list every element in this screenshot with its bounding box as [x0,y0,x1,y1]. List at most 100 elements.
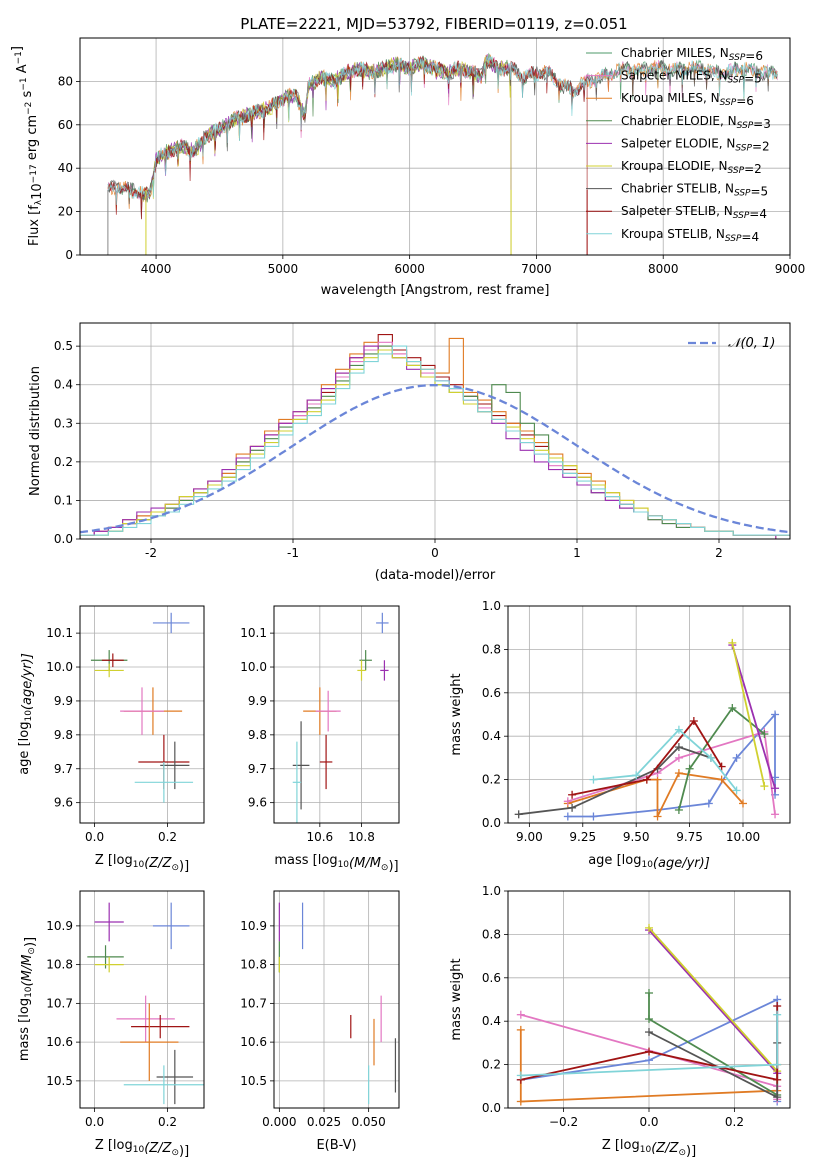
y-tick-label: 10.7 [46,996,73,1010]
weight-series [731,644,776,789]
x-tick-label: 8000 [648,262,679,276]
mass-vs-z-panel: 0.0 0.210.510.610.710.810.9Z [log10(Z/Z⊙)… [17,890,205,1159]
legend-entry: Salpeter MILES, NSSP=5 [621,69,762,86]
label-part: SSP [720,98,737,108]
x-tick-label: 9.25 [569,830,596,844]
label-part: ⊙ [27,947,37,955]
y-axis-label: Normed distribution [28,366,43,496]
y-tick-label: 10.5 [240,1074,267,1088]
x-tick-label: 6000 [394,262,425,276]
weight-lines [516,923,782,1106]
figure-title: PLATE=2221, MJD=53792, FIBERID=0119, z=0… [240,15,627,33]
x-axis-label: E(B-V) [316,1138,356,1153]
label-part: 10 [133,860,145,870]
label-part: )] [23,937,38,947]
label-part: 10 [133,1145,145,1155]
x-tick-label: 9.75 [676,830,703,844]
weight-series [571,719,723,796]
label-part: s [20,90,35,101]
label-part: SSP [728,76,745,86]
label-part: Salpeter STELIB, N [621,204,733,218]
y-tick-label: 0.3 [54,416,73,430]
y-axis-label: age [log10(age/yr)] [17,653,35,775]
y-tick-label: 0.1 [54,493,73,507]
axes-frame [273,890,400,1109]
x-axis-label: Z [log10(Z/Z⊙)] [95,853,189,874]
label-part: SSP [729,53,746,63]
y-tick-label: 0.2 [482,1058,501,1072]
weight-lines [514,638,780,821]
x-tick-label: 2 [715,546,723,560]
y-tick-label: 9.9 [248,694,267,708]
label-part: SSP [733,211,750,221]
y-tick-label: 0.6 [482,686,501,700]
y-tick-label: 9.6 [54,796,73,810]
label-part: age [log [588,853,641,868]
label-part: age [log [17,722,32,775]
x-tick-label: 0.2 [158,830,177,844]
label-part: ] [10,46,25,51]
y-tick-label: 60 [58,118,73,132]
label-part: −1 [14,51,24,64]
y-axis-label: Flux [fλ10−17 erg cm−2 s−1 A−1] [10,46,45,246]
x-tick-label: 9000 [775,262,806,276]
label-part: A [15,64,30,77]
weight-vs-z-panel: −0.2 0.0 0.2 0.0 0.2 0.4 0.6 0.8 1.0 mass weight Z… [449,884,791,1159]
x-tick-label: 0.025 [307,1115,341,1129]
legend-entry: Kroupa MILES, NSSP=6 [621,91,754,108]
label-part: SSP [735,143,752,153]
y-tick-label: 9.7 [54,762,73,776]
y-tick-label: 10.0 [46,660,73,674]
label-part: −2 [24,102,34,115]
y-tick-label: 9.9 [54,694,73,708]
weight-series [648,929,778,1074]
label-part: (age/yr)] [653,856,710,871]
x-tick-label: −0.2 [549,1115,578,1129]
y-tick-label: 0.2 [482,773,501,787]
y-axis-label: mass weight [449,958,464,1040]
histogram-panel: -2 -1 0 1 2 0.0 0.1 0.2 0.3 0.4 0.5 (data-model)/er… [28,322,791,583]
label-part: )] [179,859,189,874]
y-tick-label: 40 [58,161,73,175]
label-part: ⊙ [381,863,389,873]
histogram-series [80,349,790,539]
axes-frame [507,605,791,824]
y-tick-label: 10.8 [240,958,267,972]
label-part: −1 [19,77,29,90]
y-tick-label: 0.0 [482,816,501,830]
x-axis-label: wavelength [Angstrom, rest frame] [321,283,550,298]
label-part: (M/M [20,955,35,987]
x-tick-label: 0.0 [639,1115,658,1129]
y-tick-label: 9.8 [248,728,267,742]
x-tick-label: 10.00 [726,830,760,844]
label-part: Salpeter ELODIE, N [621,136,735,150]
y-tick-label: 10.1 [46,626,73,640]
legend-entry: Chabrier ELODIE, NSSP=3 [621,114,771,131]
y-tick-label: 10.9 [46,919,73,933]
x-tick-label: 1 [573,546,581,560]
legend-entry: Salpeter ELODIE, NSSP=2 [621,136,770,153]
x-tick-label: 10.6 [306,830,333,844]
label-part: SSP [737,121,754,131]
weight-series [648,927,778,1072]
x-tick-label: 0.000 [262,1115,296,1129]
mass-vs-ebv-panel: 0.000 0.025 0.050 10.5 10.6 10.7 10.8 10.9 E(B-V… [240,890,400,1153]
y-tick-label: 0.0 [54,532,73,546]
x-tick-label: 9.00 [516,830,543,844]
label-part: Z [log [95,853,133,868]
label-part: SSP [728,166,745,176]
label-part: =4 [741,230,759,244]
x-tick-label: 7000 [521,262,552,276]
label-part: Kroupa MILES, N [621,91,720,105]
y-tick-label: 0.4 [482,729,501,743]
axes-frame [79,37,791,256]
age-vs-z-panel: 0.0 0.29.69.79.89.910.010.1Z [log10(Z/Z⊙)… [17,605,205,874]
legend-entry: Salpeter STELIB, NSSP=4 [621,204,767,221]
label-part: Flux [f [27,205,42,246]
label-part: Kroupa ELODIE, N [621,159,728,173]
y-tick-label: 10.6 [240,1035,267,1049]
label-part: Chabrier ELODIE, N [621,114,737,128]
label-part: =4 [749,207,767,221]
label-part: 10 [24,986,34,998]
x-tick-label: 0 [431,546,439,560]
